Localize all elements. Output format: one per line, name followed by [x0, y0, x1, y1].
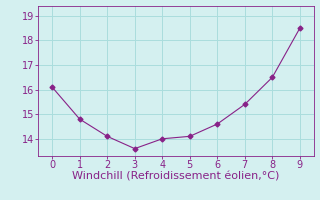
- X-axis label: Windchill (Refroidissement éolien,°C): Windchill (Refroidissement éolien,°C): [72, 172, 280, 182]
